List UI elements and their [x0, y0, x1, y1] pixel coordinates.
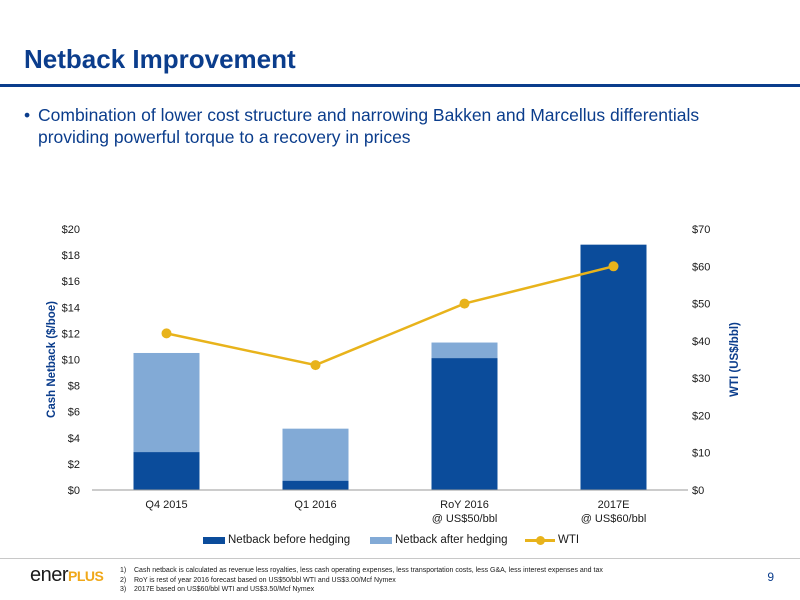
x-tick-label: @ US$50/bbl: [432, 513, 498, 525]
x-tick-label: RoY 2016: [440, 499, 489, 511]
y-tick-label-left: $0: [68, 485, 80, 497]
bar-netback-after-hedging: [282, 428, 349, 490]
bar-netback-before-hedging: [431, 358, 498, 490]
y-tick-label-left: $18: [62, 250, 80, 262]
y-tick-label-left: $16: [62, 276, 80, 288]
slide-title: Netback Improvement: [24, 44, 296, 74]
legend-label-before: Netback before hedging: [228, 534, 351, 546]
wti-point: [608, 261, 619, 272]
title-divider: [0, 84, 800, 87]
bullet-point: • Combination of lower cost structure an…: [22, 104, 762, 148]
y-tick-label-left: $20: [62, 224, 80, 236]
y-tick-label-left: $2: [68, 459, 80, 471]
legend-item-before: Netback before hedging: [203, 534, 350, 546]
wti-point: [161, 328, 172, 339]
legend-swatch-wti: [525, 535, 555, 545]
wti-point: [459, 298, 470, 309]
wti-point: [310, 360, 321, 371]
x-tick-label: 2017E: [598, 499, 630, 511]
legend-label-after: Netback after hedging: [395, 534, 508, 546]
y-tick-label-left: $8: [68, 381, 80, 393]
chart-legend: Netback before hedging Netback after hed…: [0, 534, 800, 552]
bar-netback-before-hedging: [580, 244, 647, 490]
y-tick-label-left: $10: [62, 355, 80, 367]
y-axis-title-right: WTI (US$/bbl): [729, 322, 741, 397]
legend-swatch-after: [370, 536, 392, 544]
y-tick-label-left: $12: [62, 328, 80, 340]
y-tick-label-left: $6: [68, 407, 80, 419]
footnote: 3) 2017E based on US$60/bbl WTI and US$3.…: [120, 586, 315, 593]
y-tick-label-left: $14: [62, 302, 80, 314]
wti-line: [166, 265, 614, 367]
enerplus-logo: enerPLUS: [30, 564, 104, 586]
bar-netback-before-hedging: [282, 480, 349, 490]
bullet-text: Combination of lower cost structure and …: [38, 105, 700, 147]
bar-netback-before-hedging: [133, 452, 200, 490]
y-tick-label-right: $20: [692, 410, 710, 422]
footnotes: 1) Cash netback is calculated as revenue …: [120, 566, 603, 595]
x-tick-label: Q1 2016: [294, 499, 336, 511]
x-tick-label: @ US$60/bbl: [581, 513, 647, 525]
legend-swatch-before: [203, 536, 225, 544]
y-tick-label-left: $4: [68, 433, 80, 445]
footnote: 1) Cash netback is calculated as revenue …: [120, 567, 603, 574]
page-number: 9: [767, 570, 774, 584]
y-axis-title-left: Cash Netback ($/boe): [46, 301, 58, 418]
y-tick-label-right: $60: [692, 261, 710, 273]
y-tick-label-right: $70: [692, 224, 710, 236]
y-tick-label-right: $10: [692, 448, 710, 460]
legend-item-wti: WTI: [525, 534, 579, 546]
footer-divider: [0, 558, 800, 559]
y-tick-label-right: $40: [692, 336, 710, 348]
y-tick-label-right: $0: [692, 485, 704, 497]
bullet-dot-icon: •: [24, 105, 31, 125]
legend-item-after: Netback after hedging: [370, 534, 508, 546]
y-tick-label-right: $50: [692, 299, 710, 311]
legend-label-wti: WTI: [558, 534, 580, 546]
footnote: 2) RoY is rest of year 2016 forecast base…: [120, 576, 396, 584]
y-tick-label-right: $30: [692, 373, 710, 385]
x-tick-label: Q4 2015: [145, 499, 187, 511]
